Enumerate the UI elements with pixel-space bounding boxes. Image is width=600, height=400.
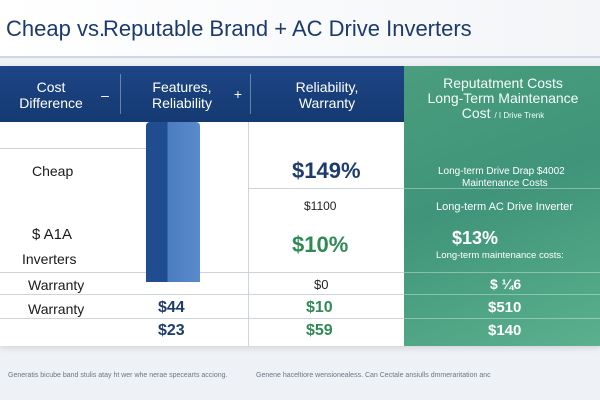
header-divider [120,74,121,114]
green-column-panel [404,66,600,346]
row-divider [0,318,404,319]
header-reliability-line1: Reliability, [295,79,359,95]
value-col3-59: $59 [306,322,333,339]
value-col4-13pct: $13% [452,228,499,248]
footer-note-left: Generatis bicube band stulis atay ht wer… [8,372,228,379]
header-reliability-line2: Warranty [298,95,356,111]
table-header [0,66,404,122]
column-divider [248,122,249,346]
value-col4-r1-line2: Maintenance Costs [462,178,548,189]
header-maintenance-line3: Cost / I Drive Trenk [408,106,598,123]
green-row-divider [404,272,600,273]
header-maintenance-line2: Long-Term Maintenance [427,90,579,106]
row-divider [0,272,404,273]
header-cost-line2: Difference [19,95,83,111]
header-features-line1: Features, [152,79,212,95]
row-label-warranty-1: Warranty [28,277,85,293]
value-col4-r2: Long-term AC Drive Inverter [436,201,573,213]
value-col3-10: $10 [306,299,333,316]
value-col4-r1-line1: Long-term Drive Drap $4002 [438,166,565,177]
row-label-a1a: $ A1A [32,226,73,243]
header-maintenance-line1: Reputatment Costs [443,75,563,91]
page-title: Cheap vs. Reputable Brand + AC Drive Inv… [0,0,600,58]
header-dash: – [101,87,109,103]
comparison-table: Cost Difference – Features, Reliability … [0,66,600,346]
row-label-warranty-2: Warranty [28,301,85,317]
header-maintenance-sub: / I Drive Trenk [494,111,545,120]
title-part-2: Reputable Brand + AC Drive Inverters [103,16,472,41]
row-label-cheap: Cheap [32,163,74,179]
green-row-divider [404,294,600,295]
header-features: Features, Reliability [132,79,232,111]
row-label-inverters: Inverters [22,251,77,267]
row-divider [248,188,404,189]
value-col4-maintenance-note: Long-term maintenance costs: [436,250,564,261]
header-maintenance: Reputatment Costs Long-Term Maintenance … [408,76,598,123]
green-row-divider [404,188,600,189]
value-col4-r5: $ ¼6 [490,276,522,292]
value-col3-149: $149% [292,158,361,183]
header-plus: + [233,86,243,102]
footer-note-right: Genene haceltiore wensionealess. Can Cec… [256,372,491,379]
value-col2-23: $23 [158,322,185,339]
header-cost-difference: Cost Difference [8,79,94,111]
green-row-divider [404,318,600,319]
row-divider [0,148,146,149]
row-divider [0,294,404,295]
value-col3-10pct: $10% [292,232,349,257]
header-maintenance-cost: Cost [461,105,491,121]
value-col3-0: $0 [314,277,329,292]
header-features-line2: Reliability [152,95,212,111]
blue-bar [146,122,200,282]
value-col4-140: $140 [488,322,522,339]
value-col2-44: $44 [158,299,185,316]
title-part-1: Cheap vs. [6,16,106,41]
value-col4-510: $510 [488,299,522,316]
header-cost-line1: Cost [36,79,66,95]
value-col3-1100: $1100 [304,199,337,213]
header-reliability: Reliability, Warranty [272,79,382,111]
header-divider [250,74,251,114]
